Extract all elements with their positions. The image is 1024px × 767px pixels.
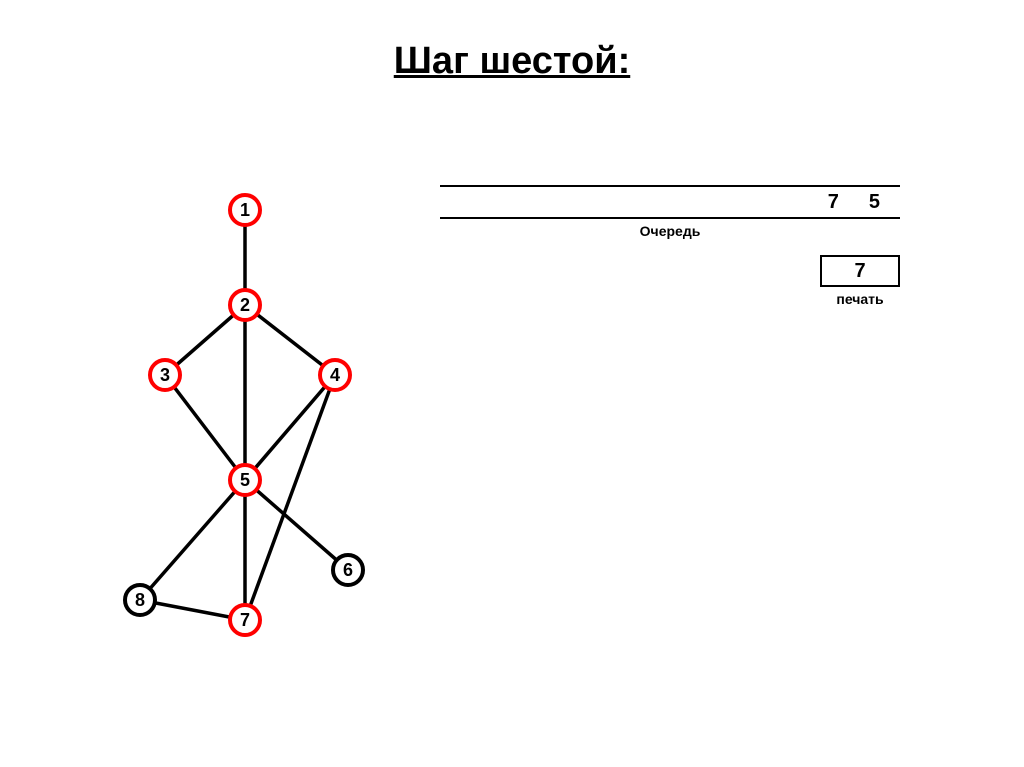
print-label: печать bbox=[820, 291, 900, 307]
queue-item: 5 bbox=[869, 191, 880, 214]
graph-node-7: 7 bbox=[228, 603, 262, 637]
graph-edge bbox=[245, 480, 348, 570]
graph-node-6: 6 bbox=[331, 553, 365, 587]
graph-edge bbox=[140, 480, 245, 600]
print-container: 7 печать bbox=[820, 255, 900, 307]
graph-node-4: 4 bbox=[318, 358, 352, 392]
graph-node-1: 1 bbox=[228, 193, 262, 227]
queue-label: Очередь bbox=[440, 223, 900, 239]
queue-item: 7 bbox=[828, 191, 839, 214]
queue-box: 75 bbox=[440, 185, 900, 219]
graph-edge bbox=[165, 375, 245, 480]
graph-node-8: 8 bbox=[123, 583, 157, 617]
print-box: 7 bbox=[820, 255, 900, 287]
graph-node-3: 3 bbox=[148, 358, 182, 392]
page-title: Шаг шестой: bbox=[0, 40, 1024, 83]
queue-container: 75 Очередь bbox=[440, 185, 900, 239]
graph-edge bbox=[245, 375, 335, 480]
graph-node-5: 5 bbox=[228, 463, 262, 497]
graph-edge bbox=[245, 375, 335, 620]
graph-diagram: 1 2 3 4 5 6 7 8 bbox=[100, 180, 420, 680]
graph-node-2: 2 bbox=[228, 288, 262, 322]
